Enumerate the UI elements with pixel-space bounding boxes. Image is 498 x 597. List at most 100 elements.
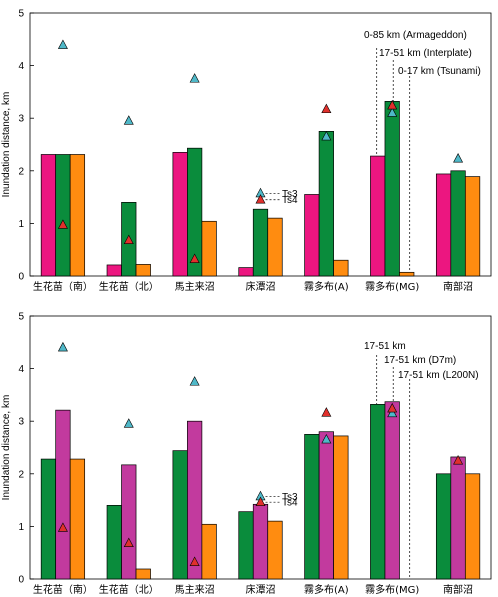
bar	[304, 434, 320, 580]
bar	[384, 101, 400, 277]
bar	[333, 259, 349, 277]
bar	[318, 131, 334, 277]
bar	[464, 176, 481, 277]
marker-ts3	[321, 433, 332, 444]
y-axis-label: Inundation distance, km	[1, 395, 12, 501]
y-tick-label: 0	[18, 575, 24, 586]
x-tick-label: 生花苗（北）	[99, 583, 159, 596]
y-tick-label: 3	[18, 417, 24, 428]
bar	[135, 568, 151, 580]
marker-ts3	[387, 407, 398, 418]
y-tick-label: 5	[18, 9, 24, 20]
legend-label: 17-51 km (L200N)	[398, 370, 479, 381]
bar	[55, 154, 71, 277]
bar	[252, 208, 269, 277]
x-tick-label: 馬主来沼	[175, 280, 215, 293]
legend-label: 0-17 km (Tsunami)	[398, 66, 481, 77]
bar	[464, 473, 481, 580]
bar	[370, 404, 386, 580]
y-tick-label: 2	[18, 469, 24, 480]
y-tick-label: 4	[18, 61, 24, 72]
marker-ts3	[453, 153, 464, 163]
ts3-label: Ts3	[282, 492, 298, 503]
marker-ts3	[123, 115, 134, 125]
x-tick-label: 床潭沼	[246, 583, 276, 596]
marker-ts4	[57, 522, 68, 532]
bar	[40, 154, 57, 277]
marker-ts3	[57, 341, 68, 352]
marker-ts4	[123, 537, 134, 548]
bar	[55, 409, 71, 580]
bar	[69, 154, 86, 277]
bar	[435, 173, 452, 277]
y-tick-label: 3	[18, 114, 24, 125]
ts3-label: Ts3	[282, 189, 298, 200]
bar	[201, 220, 217, 277]
marker-ts4	[321, 407, 332, 417]
x-tick-label: 霧多布(A)	[304, 583, 349, 596]
x-tick-label: 霧多布(MG)	[365, 583, 419, 596]
marker-ts4	[387, 99, 398, 110]
marker-ts4	[123, 234, 134, 245]
bar	[370, 155, 386, 277]
bar	[172, 152, 188, 277]
marker-ts4	[453, 455, 464, 465]
bar	[135, 264, 151, 277]
chart-panel-bottom: 0 1 2 3 4 5 Inundation distance, km 生花苗（南） 生花苗（北…	[1, 312, 492, 596]
bar	[106, 264, 122, 277]
bar	[384, 401, 400, 580]
marker-ts4	[189, 253, 200, 263]
x-tick-label: 床潭沼	[246, 280, 276, 293]
x-tick-label: 南部沼	[443, 583, 473, 596]
x-tick-label: 生花苗（南）	[33, 583, 93, 596]
y-tick-label: 1	[18, 522, 24, 533]
marker-ts3	[387, 107, 398, 117]
x-tick-label: 霧多布(A)	[304, 280, 349, 293]
bar	[238, 511, 254, 580]
bar	[450, 456, 466, 580]
marker-ts4	[57, 219, 68, 229]
marker-ts3	[321, 130, 332, 141]
bar	[238, 267, 254, 277]
marker-ts3	[189, 376, 200, 386]
chart-panel-top: 0 1 2 3 4 5 Inundation distance, km 生花苗（南） 生花苗（北…	[1, 9, 492, 293]
marker-ts4	[189, 556, 200, 566]
marker-ts3	[123, 418, 134, 428]
x-tick-label: 生花苗（南）	[33, 280, 93, 293]
marker-ts4	[321, 103, 332, 114]
bar	[267, 217, 283, 277]
legend-label: 0-85 km (Armageddon)	[364, 30, 467, 41]
marker-ts4	[255, 496, 266, 507]
bar	[40, 458, 57, 580]
y-tick-label: 0	[18, 272, 24, 283]
marker-ts4	[255, 194, 266, 204]
bar	[333, 435, 349, 580]
x-tick-label: 馬主来沼	[175, 583, 215, 596]
y-tick-label: 4	[18, 364, 24, 375]
bar	[187, 147, 203, 277]
ts4-label: Ts4	[282, 498, 298, 509]
y-axis-label: Inundation distance, km	[1, 92, 12, 198]
legend-label: 17-51 km (Interplate)	[379, 48, 472, 59]
bar	[252, 503, 269, 580]
bar	[201, 523, 217, 580]
x-tick-label: 生花苗（北）	[99, 280, 159, 293]
y-tick-label: 1	[18, 219, 24, 230]
bar	[172, 450, 188, 580]
y-tick-label: 2	[18, 166, 24, 177]
bar	[187, 420, 203, 580]
bar	[304, 194, 320, 277]
bar	[450, 170, 466, 277]
bar	[69, 458, 86, 580]
bar	[267, 520, 283, 580]
bar	[106, 505, 122, 580]
y-tick-label: 5	[18, 312, 24, 323]
marker-ts3	[189, 73, 200, 83]
ts4-label: Ts4	[282, 195, 298, 206]
marker-ts4	[387, 402, 398, 413]
bar	[318, 431, 334, 580]
legend-label: 17-51 km (D7m)	[384, 355, 456, 366]
legend-label: 17-51 km	[364, 341, 406, 352]
marker-ts3	[57, 39, 68, 49]
